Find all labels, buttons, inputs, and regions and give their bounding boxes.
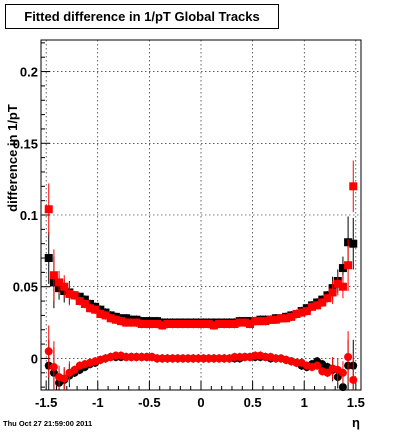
data-point-circle bbox=[338, 383, 347, 392]
data-point-square bbox=[60, 282, 69, 291]
data-point-square bbox=[302, 307, 311, 316]
data-point-square bbox=[137, 320, 146, 329]
data-point-square bbox=[261, 317, 270, 326]
y-tick-label: 0 bbox=[31, 351, 38, 366]
data-point-square bbox=[65, 289, 74, 298]
data-point-square bbox=[153, 320, 162, 329]
data-point-square bbox=[173, 320, 182, 329]
data-point-square bbox=[287, 312, 296, 321]
data-point-square bbox=[80, 299, 89, 308]
data-point-square bbox=[127, 318, 136, 327]
data-point-square bbox=[333, 279, 342, 288]
data-point-square bbox=[44, 205, 53, 214]
x-tick-label: 1 bbox=[301, 395, 308, 410]
data-point-square bbox=[256, 317, 265, 326]
data-point-square bbox=[277, 314, 285, 323]
data-point-square bbox=[344, 261, 353, 270]
data-point-square bbox=[235, 318, 244, 327]
data-point-circle bbox=[338, 368, 347, 377]
x-tick-label: -1 bbox=[92, 395, 104, 410]
y-tick-label: 0.05 bbox=[13, 280, 38, 295]
data-point-square bbox=[349, 239, 358, 248]
x-tick-label: -1.5 bbox=[35, 395, 57, 410]
data-point-square bbox=[49, 271, 58, 280]
timestamp: Thu Oct 27 21:59:00 2011 bbox=[3, 419, 93, 428]
data-point-square bbox=[158, 321, 167, 330]
data-point-square bbox=[271, 315, 280, 324]
data-point-square bbox=[209, 321, 218, 330]
data-point-circle bbox=[49, 363, 58, 372]
data-point-circle bbox=[344, 353, 353, 362]
data-point-square bbox=[147, 320, 156, 329]
data-point-square bbox=[122, 318, 131, 327]
data-point-square bbox=[240, 318, 249, 327]
x-tick-label: 1.5 bbox=[347, 395, 365, 410]
data-point-square bbox=[313, 301, 322, 310]
data-point-circle bbox=[60, 374, 69, 383]
chart-title: Fitted difference in 1/pT Global Tracks bbox=[5, 4, 279, 29]
data-point-square bbox=[199, 320, 208, 329]
data-point-square bbox=[70, 291, 79, 300]
data-point-square bbox=[220, 320, 229, 329]
y-tick-label: 0.15 bbox=[13, 136, 38, 151]
data-point-square bbox=[184, 320, 193, 329]
y-tick-label: 0.2 bbox=[20, 65, 38, 80]
x-tick-label: -0.5 bbox=[138, 395, 160, 410]
x-tick-label: 0 bbox=[197, 395, 204, 410]
data-point-square bbox=[168, 320, 177, 329]
data-point-square bbox=[189, 320, 198, 329]
data-point-square bbox=[225, 320, 234, 329]
data-point-square bbox=[106, 314, 115, 323]
data-point-square bbox=[132, 318, 141, 327]
data-point-square bbox=[349, 182, 358, 191]
data-point-square bbox=[55, 278, 64, 287]
data-point-square bbox=[91, 305, 100, 314]
data-point-square bbox=[328, 288, 337, 297]
data-point-square bbox=[318, 298, 327, 307]
data-point-square bbox=[266, 315, 275, 324]
data-point-square bbox=[194, 320, 203, 329]
data-points bbox=[44, 160, 358, 392]
data-point-square bbox=[323, 294, 332, 303]
data-point-square bbox=[307, 302, 316, 311]
data-point-circle bbox=[349, 375, 358, 384]
data-point-square bbox=[204, 320, 213, 329]
grid-lines bbox=[41, 40, 361, 390]
data-point-square bbox=[178, 320, 187, 329]
data-point-square bbox=[44, 254, 53, 263]
data-point-square bbox=[338, 264, 347, 273]
data-point-square bbox=[163, 320, 172, 329]
data-point-circle bbox=[313, 361, 322, 370]
data-point-square bbox=[101, 311, 110, 320]
data-point-square bbox=[86, 304, 95, 313]
data-point-square bbox=[251, 317, 260, 326]
data-point-square bbox=[292, 309, 301, 318]
data-point-square bbox=[230, 320, 239, 329]
x-axis-label: η bbox=[352, 415, 360, 430]
data-point-square bbox=[117, 317, 125, 326]
data-point-square bbox=[111, 315, 120, 324]
y-tick-label: 0.1 bbox=[20, 208, 38, 223]
data-point-square bbox=[297, 308, 306, 317]
data-point-square bbox=[96, 309, 105, 318]
data-point-square bbox=[338, 282, 347, 291]
data-point-square bbox=[282, 314, 291, 323]
data-point-circle bbox=[44, 347, 53, 356]
data-point-square bbox=[142, 320, 151, 329]
data-point-square bbox=[75, 297, 84, 306]
x-tick-label: 0.5 bbox=[244, 395, 262, 410]
y-axis-label: difference in 1/pT bbox=[5, 104, 20, 212]
data-point-square bbox=[215, 320, 224, 329]
data-point-square bbox=[246, 320, 255, 329]
axes: -1.5 -1 -0.5 0 0.5 1 1.5 0 0.05 0.1 0.15 0.2 bbox=[13, 42, 365, 410]
